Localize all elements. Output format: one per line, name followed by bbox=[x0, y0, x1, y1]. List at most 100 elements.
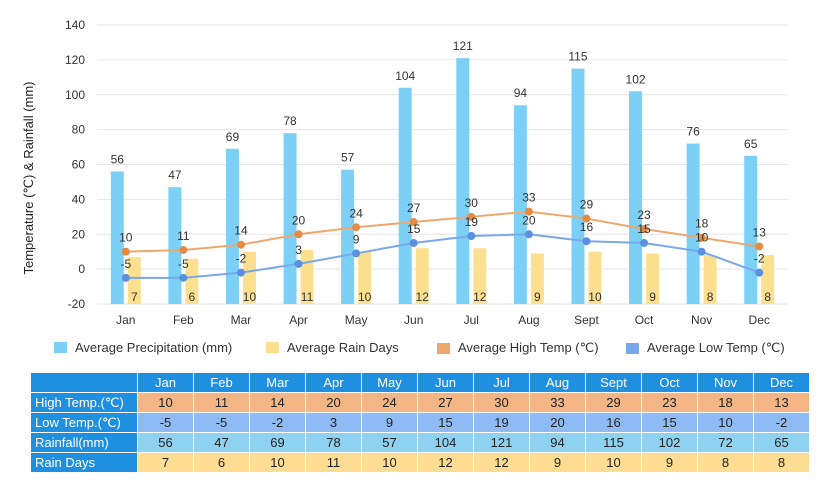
table-cell: 102 bbox=[641, 432, 698, 453]
rain-days-bar bbox=[185, 258, 199, 304]
low-temp-value-label: 15 bbox=[637, 222, 651, 236]
high-temp-value-label: 14 bbox=[234, 224, 248, 238]
table-cell: 18 bbox=[697, 392, 754, 413]
precipitation-value-label: 104 bbox=[395, 69, 415, 83]
table-cell: 9 bbox=[529, 452, 586, 473]
table-cell: 72 bbox=[697, 432, 754, 453]
table-cell: 10 bbox=[697, 412, 754, 433]
y-axis-label: Temperature (℃) & Rainfall (mm) bbox=[21, 81, 36, 274]
table-header-oct: Oct bbox=[641, 372, 698, 393]
table-cell: 29 bbox=[585, 392, 642, 413]
legend-item-high-temp[interactable]: Average High Temp (℃) bbox=[437, 340, 599, 356]
high-temp-point bbox=[582, 214, 591, 223]
x-tick-label: Oct bbox=[635, 313, 654, 327]
table-cell: 19 bbox=[473, 412, 530, 433]
low-temp-point bbox=[755, 268, 764, 277]
precipitation-value-label: 47 bbox=[168, 168, 182, 182]
table-cell: 104 bbox=[417, 432, 474, 453]
precipitation-bar bbox=[110, 171, 124, 304]
precipitation-value-label: 69 bbox=[226, 130, 240, 144]
rain-days-value-label: 6 bbox=[189, 290, 196, 304]
rain-days-value-label: 11 bbox=[301, 290, 314, 304]
x-tick-label: Jul bbox=[464, 313, 479, 327]
low-temp-point bbox=[524, 230, 533, 239]
table-row-label: Rain Days bbox=[30, 452, 138, 473]
rain-days-bar bbox=[703, 255, 717, 304]
high-temp-point bbox=[697, 233, 706, 242]
table-cell: 10 bbox=[585, 452, 642, 473]
table-header-apr: Apr bbox=[305, 372, 362, 393]
x-tick-label: Nov bbox=[691, 313, 712, 327]
table-cell: 6 bbox=[193, 452, 250, 473]
legend-label-high-temp: Average High Temp (℃) bbox=[458, 340, 599, 355]
high-temp-point bbox=[409, 218, 418, 227]
y-tick-label: 100 bbox=[65, 88, 85, 102]
legend-label-precipitation: Average Precipitation (mm) bbox=[75, 340, 233, 355]
table-cell: 69 bbox=[249, 432, 306, 453]
x-tick-label: Jun bbox=[404, 313, 423, 327]
low-temp-value-label: 16 bbox=[580, 220, 594, 234]
table-cell: 20 bbox=[305, 392, 362, 413]
low-temp-line bbox=[125, 233, 760, 279]
table-corner-cell bbox=[30, 372, 138, 393]
low-temp-value-label: 10 bbox=[695, 231, 709, 245]
table-header-sept: Sept bbox=[585, 372, 642, 393]
rain-days-value-label: 8 bbox=[707, 290, 714, 304]
gridlines bbox=[97, 24, 788, 305]
table-cell: 20 bbox=[529, 412, 586, 433]
high-temp-value-label: 13 bbox=[753, 225, 767, 239]
rain-days-bar bbox=[415, 248, 429, 304]
low-temp-value-label: 20 bbox=[522, 213, 536, 227]
low-temp-point bbox=[236, 268, 245, 277]
table-cell: 11 bbox=[193, 392, 250, 413]
low-temp-point bbox=[467, 231, 476, 240]
climate-data-table: Jan Feb Mar Apr May Jun Jul Aug Sept Oct Nov Dec Hi… bbox=[30, 372, 810, 473]
high-temp-point bbox=[294, 230, 303, 239]
x-tick-label: Aug bbox=[518, 313, 539, 327]
precipitation-value-label: 76 bbox=[686, 125, 700, 139]
table-header-jan: Jan bbox=[137, 372, 194, 393]
table-cell: 94 bbox=[529, 432, 586, 453]
low-temp-point bbox=[697, 247, 706, 256]
y-tick-label: -20 bbox=[68, 297, 86, 311]
table-header-may: May bbox=[361, 372, 418, 393]
legend-swatch-precipitation bbox=[54, 342, 67, 353]
table-header-jun: Jun bbox=[417, 372, 474, 393]
rain-days-bar bbox=[242, 251, 256, 304]
table-cell: 13 bbox=[753, 392, 810, 413]
table-header-feb: Feb bbox=[193, 372, 250, 393]
high-temp-point bbox=[640, 225, 649, 234]
legend-item-low-temp[interactable]: Average Low Temp (℃) bbox=[626, 340, 785, 356]
y-tick-label: 120 bbox=[65, 53, 85, 67]
rain-days-value-label: 10 bbox=[358, 290, 372, 304]
table-cell: 24 bbox=[361, 392, 418, 413]
y-tick-label: 0 bbox=[78, 262, 85, 276]
table-cell: 33 bbox=[529, 392, 586, 413]
table-cell: 78 bbox=[305, 432, 362, 453]
rain-days-bar bbox=[530, 253, 544, 304]
table-cell: 9 bbox=[641, 452, 698, 473]
legend-swatch-high-temp bbox=[437, 342, 450, 354]
rain-days-bar bbox=[127, 256, 141, 304]
table-header-nov: Nov bbox=[697, 372, 754, 393]
high-temp-value-label: 23 bbox=[637, 208, 651, 222]
table-cell: 12 bbox=[417, 452, 474, 473]
table-cell: 56 bbox=[137, 432, 194, 453]
low-temp-point bbox=[352, 249, 361, 258]
low-temp-value-label: 15 bbox=[407, 222, 421, 236]
legend-item-precipitation[interactable]: Average Precipitation (mm) bbox=[54, 340, 232, 355]
x-tick-label: Dec bbox=[749, 313, 770, 327]
low-temp-point bbox=[582, 237, 591, 246]
table-cell: 65 bbox=[753, 432, 810, 453]
table-cell: -2 bbox=[249, 412, 306, 433]
table-cell: 15 bbox=[641, 412, 698, 433]
table-cell: -5 bbox=[193, 412, 250, 433]
low-temp-value-label: 9 bbox=[353, 232, 360, 246]
rain-days-value-label: 7 bbox=[131, 290, 138, 304]
precipitation-bar bbox=[225, 148, 239, 304]
table-row-label: High Temp.(℃) bbox=[30, 392, 138, 413]
x-tick-label: Apr bbox=[289, 313, 308, 327]
x-axis-ticks: Jan Feb Mar Apr May Jun Jul Aug Sept Oct Nov Dec bbox=[116, 313, 770, 327]
legend-item-rain-days[interactable]: Average Rain Days bbox=[266, 340, 399, 355]
rain-days-value-label: 10 bbox=[243, 290, 257, 304]
